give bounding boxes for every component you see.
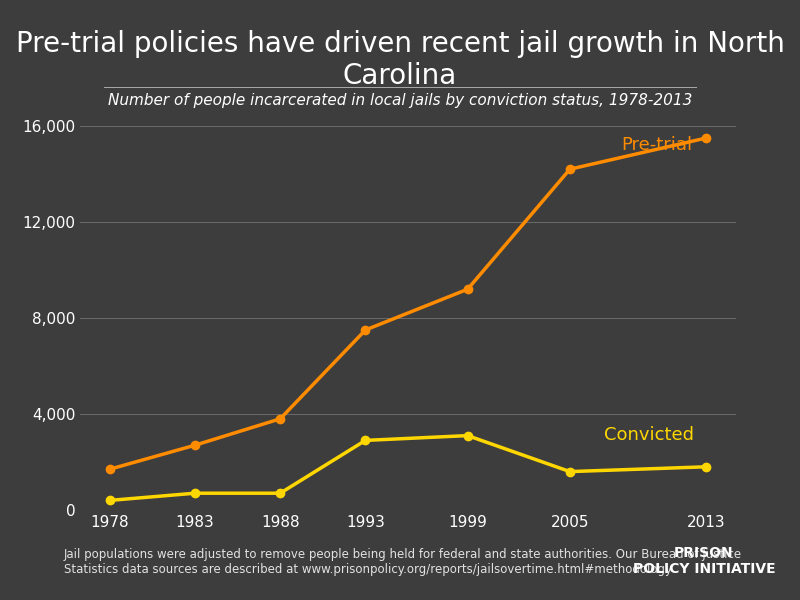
- Text: Jail populations were adjusted to remove people being held for federal and state: Jail populations were adjusted to remove…: [64, 548, 742, 576]
- Text: Convicted: Convicted: [604, 427, 694, 445]
- Text: PRISON
POLICY INITIATIVE: PRISON POLICY INITIATIVE: [633, 546, 775, 576]
- Text: Pre-trial: Pre-trial: [621, 136, 692, 154]
- Text: Number of people incarcerated in local jails by conviction status, 1978-2013: Number of people incarcerated in local j…: [108, 93, 692, 108]
- Text: Pre-trial policies have driven recent jail growth in North Carolina: Pre-trial policies have driven recent ja…: [15, 30, 785, 91]
